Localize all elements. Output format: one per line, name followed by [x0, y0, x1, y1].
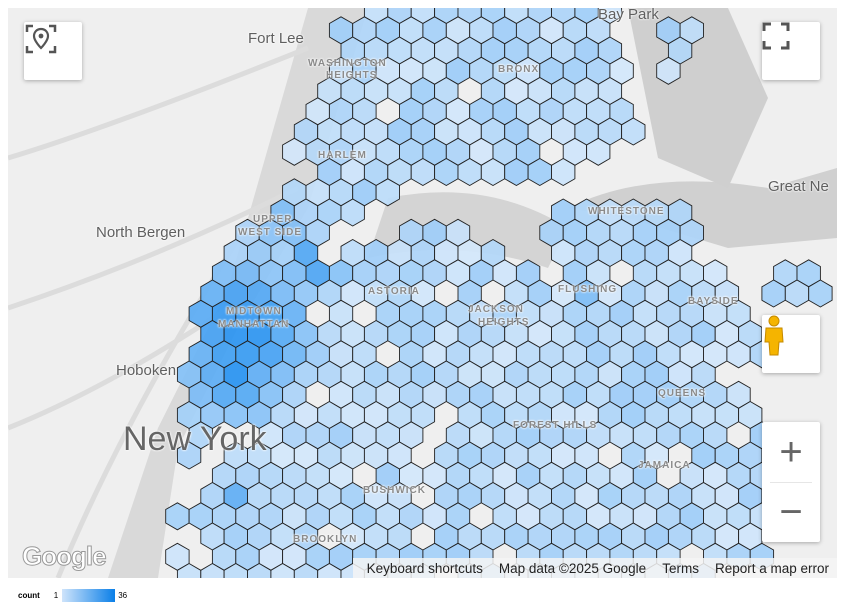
map[interactable]: Fort Lee North Bergen Hoboken New York G…: [8, 8, 837, 578]
map-label: HEIGHTS: [326, 70, 378, 81]
map-label: BAYSIDE: [688, 296, 739, 307]
my-location-icon: [25, 24, 57, 54]
hex-bin: [375, 178, 400, 207]
pegman-icon: [764, 315, 784, 356]
map-label: HARLEM: [318, 150, 367, 161]
map-label: JAMAICA: [638, 460, 691, 471]
map-label: FLUSHING: [558, 284, 618, 295]
zoom-out-button[interactable]: −: [779, 489, 803, 534]
map-label: WEST SIDE: [238, 227, 303, 238]
map-label: North Bergen: [96, 224, 186, 241]
attribution-bar: Keyboard shortcuts Map data ©2025 Google…: [352, 558, 837, 578]
map-label: ASTORIA: [368, 286, 420, 297]
hex-bin: [621, 117, 646, 146]
hex-bin: [293, 562, 319, 578]
color-legend: count 1 36: [18, 588, 127, 602]
legend-max: 36: [118, 590, 128, 600]
map-label: WASHINGTON: [308, 58, 387, 69]
hex-bin: [656, 56, 681, 85]
fullscreen-button[interactable]: [762, 22, 820, 80]
legend-title: count: [18, 590, 40, 600]
map-label: UPPER: [253, 214, 293, 225]
divider: [770, 482, 812, 483]
map-label: New York: [123, 420, 267, 458]
hex-bin: [270, 562, 295, 578]
map-label: WHITESTONE: [588, 206, 665, 217]
hex-bin: [340, 198, 365, 227]
hex-bin: [586, 137, 611, 166]
map-label: Bay Park: [598, 8, 659, 23]
legend-min: 1: [53, 590, 59, 600]
map-label: BROOKLYN: [293, 534, 358, 545]
hex-bin: [247, 562, 272, 578]
map-label: Fort Lee: [248, 30, 304, 47]
map-label: MIDTOWN: [226, 306, 282, 317]
report-map-error-link[interactable]: Report a map error: [714, 560, 829, 576]
hex-bin: [176, 562, 202, 578]
fullscreen-icon: [762, 22, 790, 50]
map-label: BUSHWICK: [363, 485, 426, 496]
map-label: QUEENS: [658, 388, 707, 399]
map-label: HEIGHTS: [478, 317, 530, 328]
my-location-button[interactable]: [24, 22, 82, 80]
map-data-text: Map data ©2025 Google: [498, 560, 647, 576]
zoom-controls: + −: [762, 422, 820, 542]
street-view-pegman-button[interactable]: [762, 315, 820, 373]
zoom-in-button[interactable]: +: [779, 429, 803, 474]
map-label: Great Ne: [768, 178, 829, 195]
map-label: JACKSON: [468, 304, 524, 315]
hex-bin: [176, 441, 202, 470]
map-label: Hoboken: [116, 362, 177, 379]
map-label: FOREST HILLS: [513, 420, 598, 431]
hex-bin: [808, 279, 833, 308]
hexbin-layer: [165, 8, 833, 578]
hex-bin: [200, 562, 225, 578]
keyboard-shortcuts-link[interactable]: Keyboard shortcuts: [366, 560, 483, 576]
hex-bin: [223, 562, 248, 578]
terms-link[interactable]: Terms: [662, 560, 699, 576]
hex-bin: [317, 562, 342, 578]
map-label: BRONX: [498, 64, 540, 75]
hex-bin: [165, 502, 190, 531]
google-logo[interactable]: Google: [22, 541, 108, 572]
map-label: MANHATTAN: [218, 319, 290, 330]
legend-gradient: [62, 588, 116, 602]
hex-bin: [551, 157, 576, 187]
